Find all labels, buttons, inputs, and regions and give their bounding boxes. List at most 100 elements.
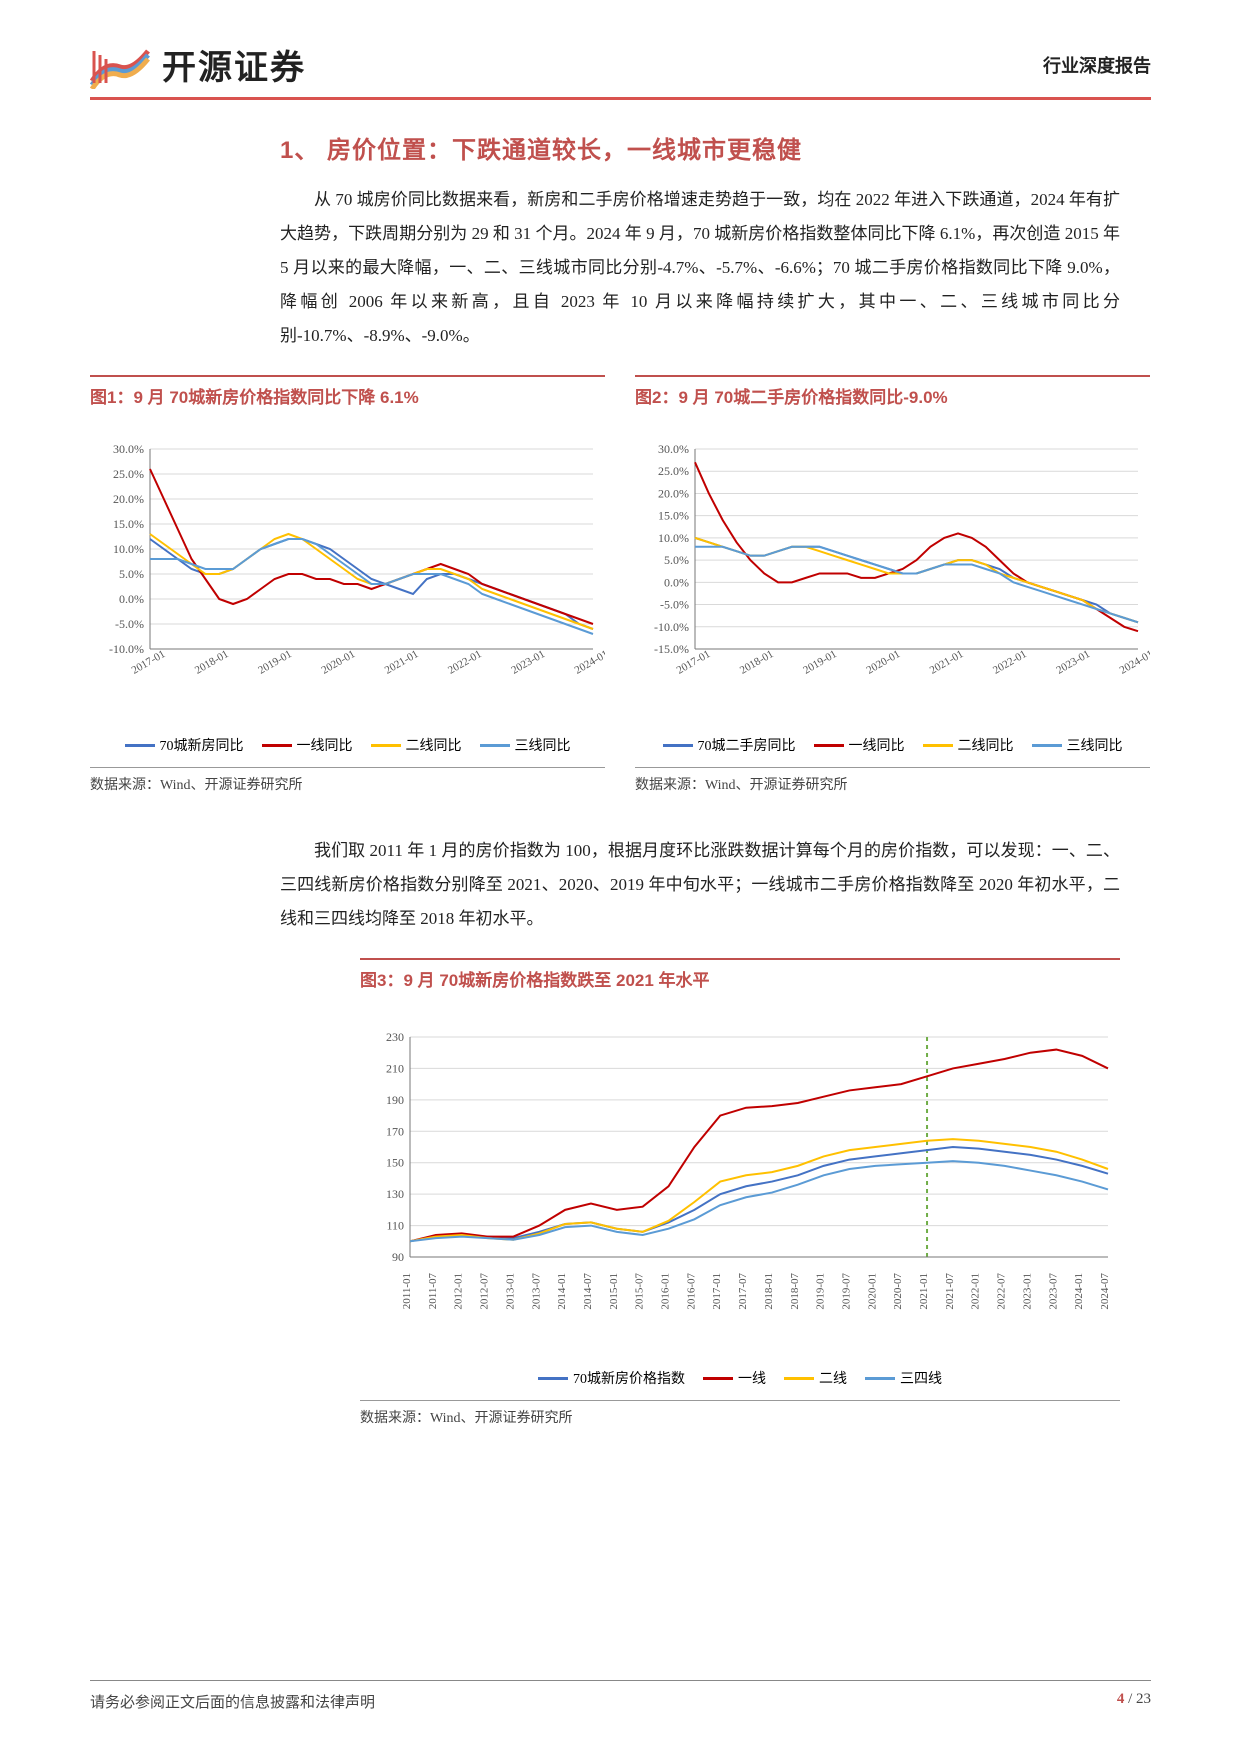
- page-current: 4: [1117, 1691, 1125, 1707]
- svg-text:2024-01: 2024-01: [573, 648, 605, 677]
- legend-item: 二线同比: [923, 735, 1014, 755]
- svg-text:2024-07: 2024-07: [1099, 1273, 1111, 1310]
- page-total: 23: [1136, 1691, 1151, 1707]
- svg-text:25.0%: 25.0%: [113, 467, 144, 481]
- svg-text:2021-07: 2021-07: [944, 1273, 956, 1310]
- paragraph-1: 从 70 城房价同比数据来看，新房和二手房价格增速走势趋于一致，均在 2022 …: [280, 183, 1120, 353]
- legend-item: 一线同比: [262, 735, 353, 755]
- svg-text:2015-01: 2015-01: [608, 1273, 620, 1310]
- svg-text:2014-01: 2014-01: [556, 1273, 568, 1310]
- svg-text:2022-07: 2022-07: [996, 1273, 1008, 1310]
- chart-3-legend: 70城新房价格指数 一线 二线 三四线: [360, 1362, 1120, 1394]
- legend-item: 70城新房同比: [125, 735, 244, 755]
- legend-swatch: [480, 744, 510, 747]
- charts-row-1: 图1：9 月 70城新房价格指数同比下降 6.1% -10.0% -5.0% 0.0…: [90, 375, 1151, 794]
- legend-swatch: [703, 1377, 733, 1380]
- svg-text:2018-01: 2018-01: [763, 1273, 775, 1310]
- company-name: 开源证券: [162, 40, 306, 89]
- svg-text:10.0%: 10.0%: [658, 531, 689, 545]
- chart-3-source: 数据来源：Wind、开源证券研究所: [360, 1400, 1120, 1427]
- svg-text:2017-01: 2017-01: [711, 1273, 723, 1310]
- svg-text:2016-07: 2016-07: [685, 1273, 697, 1310]
- svg-text:15.0%: 15.0%: [113, 517, 144, 531]
- legend-item: 三四线: [865, 1368, 942, 1388]
- legend-item: 70城新房价格指数: [538, 1368, 685, 1388]
- legend-item: 二线同比: [371, 735, 462, 755]
- legend-item: 70城二手房同比: [663, 735, 796, 755]
- legend-item: 一线同比: [814, 735, 905, 755]
- svg-text:2022-01: 2022-01: [970, 1273, 982, 1310]
- svg-text:-5.0%: -5.0%: [660, 598, 689, 612]
- svg-text:20.0%: 20.0%: [658, 486, 689, 500]
- svg-text:210: 210: [386, 1061, 404, 1075]
- chart-1-title: 图1：9 月 70城新房价格指数同比下降 6.1%: [90, 375, 605, 408]
- chart-1-legend: 70城新房同比一线同比 二线同比三线同比: [90, 729, 605, 761]
- legend-swatch: [538, 1377, 568, 1380]
- chart-2-title: 图2：9 月 70城二手房价格指数同比-9.0%: [635, 375, 1150, 408]
- svg-text:170: 170: [386, 1124, 404, 1138]
- chart-2-legend: 70城二手房同比 一线同比二线同比 三线同比: [635, 729, 1150, 761]
- svg-text:2012-01: 2012-01: [453, 1273, 465, 1310]
- chart-2-source: 数据来源：Wind、开源证券研究所: [635, 767, 1150, 794]
- legend-item: 三线同比: [480, 735, 571, 755]
- legend-swatch: [663, 744, 693, 747]
- legend-item: 一线: [703, 1368, 766, 1388]
- svg-text:30.0%: 30.0%: [113, 442, 144, 456]
- svg-text:130: 130: [386, 1187, 404, 1201]
- legend-item: 二线: [784, 1368, 847, 1388]
- svg-text:2023-01: 2023-01: [1054, 648, 1092, 677]
- footer: 请务必参阅正文后面的信息披露和法律声明 4 / 23: [90, 1680, 1151, 1712]
- svg-text:2021-01: 2021-01: [383, 648, 421, 677]
- svg-text:15.0%: 15.0%: [658, 509, 689, 523]
- svg-text:2020-01: 2020-01: [319, 648, 357, 677]
- svg-text:30.0%: 30.0%: [658, 442, 689, 456]
- legend-label: 70城二手房同比: [698, 735, 796, 755]
- chart-1-col: 图1：9 月 70城新房价格指数同比下降 6.1% -10.0% -5.0% 0.0…: [90, 375, 605, 794]
- svg-text:2020-01: 2020-01: [866, 1273, 878, 1310]
- header: 开源证券 行业深度报告: [90, 40, 1151, 100]
- legend-label: 一线同比: [849, 735, 905, 755]
- chart-3-col: 图3：9 月 70城新房价格指数跌至 2021 年水平 901101301501…: [360, 958, 1120, 1427]
- svg-text:-5.0%: -5.0%: [115, 617, 144, 631]
- legend-label: 三四线: [900, 1368, 942, 1388]
- legend-swatch: [865, 1377, 895, 1380]
- chart-3-title: 图3：9 月 70城新房价格指数跌至 2021 年水平: [360, 958, 1120, 991]
- legend-label: 二线: [819, 1368, 847, 1388]
- chart-2-col: 图2：9 月 70城二手房价格指数同比-9.0% -15.0%-10.0%-5.…: [635, 375, 1150, 794]
- svg-text:25.0%: 25.0%: [658, 464, 689, 478]
- svg-text:2022-01: 2022-01: [991, 648, 1029, 677]
- svg-text:230: 230: [386, 1030, 404, 1044]
- svg-text:0.0%: 0.0%: [664, 575, 689, 589]
- svg-text:0.0%: 0.0%: [119, 592, 144, 606]
- svg-text:150: 150: [386, 1156, 404, 1170]
- svg-text:190: 190: [386, 1093, 404, 1107]
- legend-swatch: [125, 744, 155, 747]
- svg-text:20.0%: 20.0%: [113, 492, 144, 506]
- legend-swatch: [1032, 744, 1062, 747]
- legend-label: 三线同比: [1067, 735, 1123, 755]
- logo-icon: [90, 41, 150, 89]
- svg-text:2018-07: 2018-07: [789, 1273, 801, 1310]
- svg-text:2019-07: 2019-07: [840, 1273, 852, 1310]
- legend-label: 一线: [738, 1368, 766, 1388]
- svg-text:2015-07: 2015-07: [634, 1273, 646, 1310]
- svg-text:5.0%: 5.0%: [119, 567, 144, 581]
- legend-swatch: [814, 744, 844, 747]
- chart-1: -10.0% -5.0% 0.0% 5.0% 10.0% 15.0% 20.0% 25.0% 3…: [90, 414, 605, 724]
- legend-item: 三线同比: [1032, 735, 1123, 755]
- svg-text:-10.0%: -10.0%: [109, 642, 144, 656]
- svg-text:2014-07: 2014-07: [582, 1273, 594, 1310]
- disclaimer: 请务必参阅正文后面的信息披露和法律声明: [90, 1691, 375, 1712]
- svg-text:2023-01: 2023-01: [1021, 1273, 1033, 1310]
- doc-type: 行业深度报告: [1043, 52, 1151, 78]
- svg-text:2023-01: 2023-01: [509, 648, 547, 677]
- svg-text:2020-01: 2020-01: [864, 648, 902, 677]
- legend-label: 二线同比: [406, 735, 462, 755]
- section-1-title: 1、 房价位置：下跌通道较长，一线城市更稳健: [280, 130, 1151, 165]
- svg-text:-10.0%: -10.0%: [654, 620, 689, 634]
- svg-text:10.0%: 10.0%: [113, 542, 144, 556]
- svg-text:2022-01: 2022-01: [446, 648, 484, 677]
- svg-text:2018-01: 2018-01: [193, 648, 231, 677]
- logo: 开源证券: [90, 40, 306, 89]
- legend-swatch: [784, 1377, 814, 1380]
